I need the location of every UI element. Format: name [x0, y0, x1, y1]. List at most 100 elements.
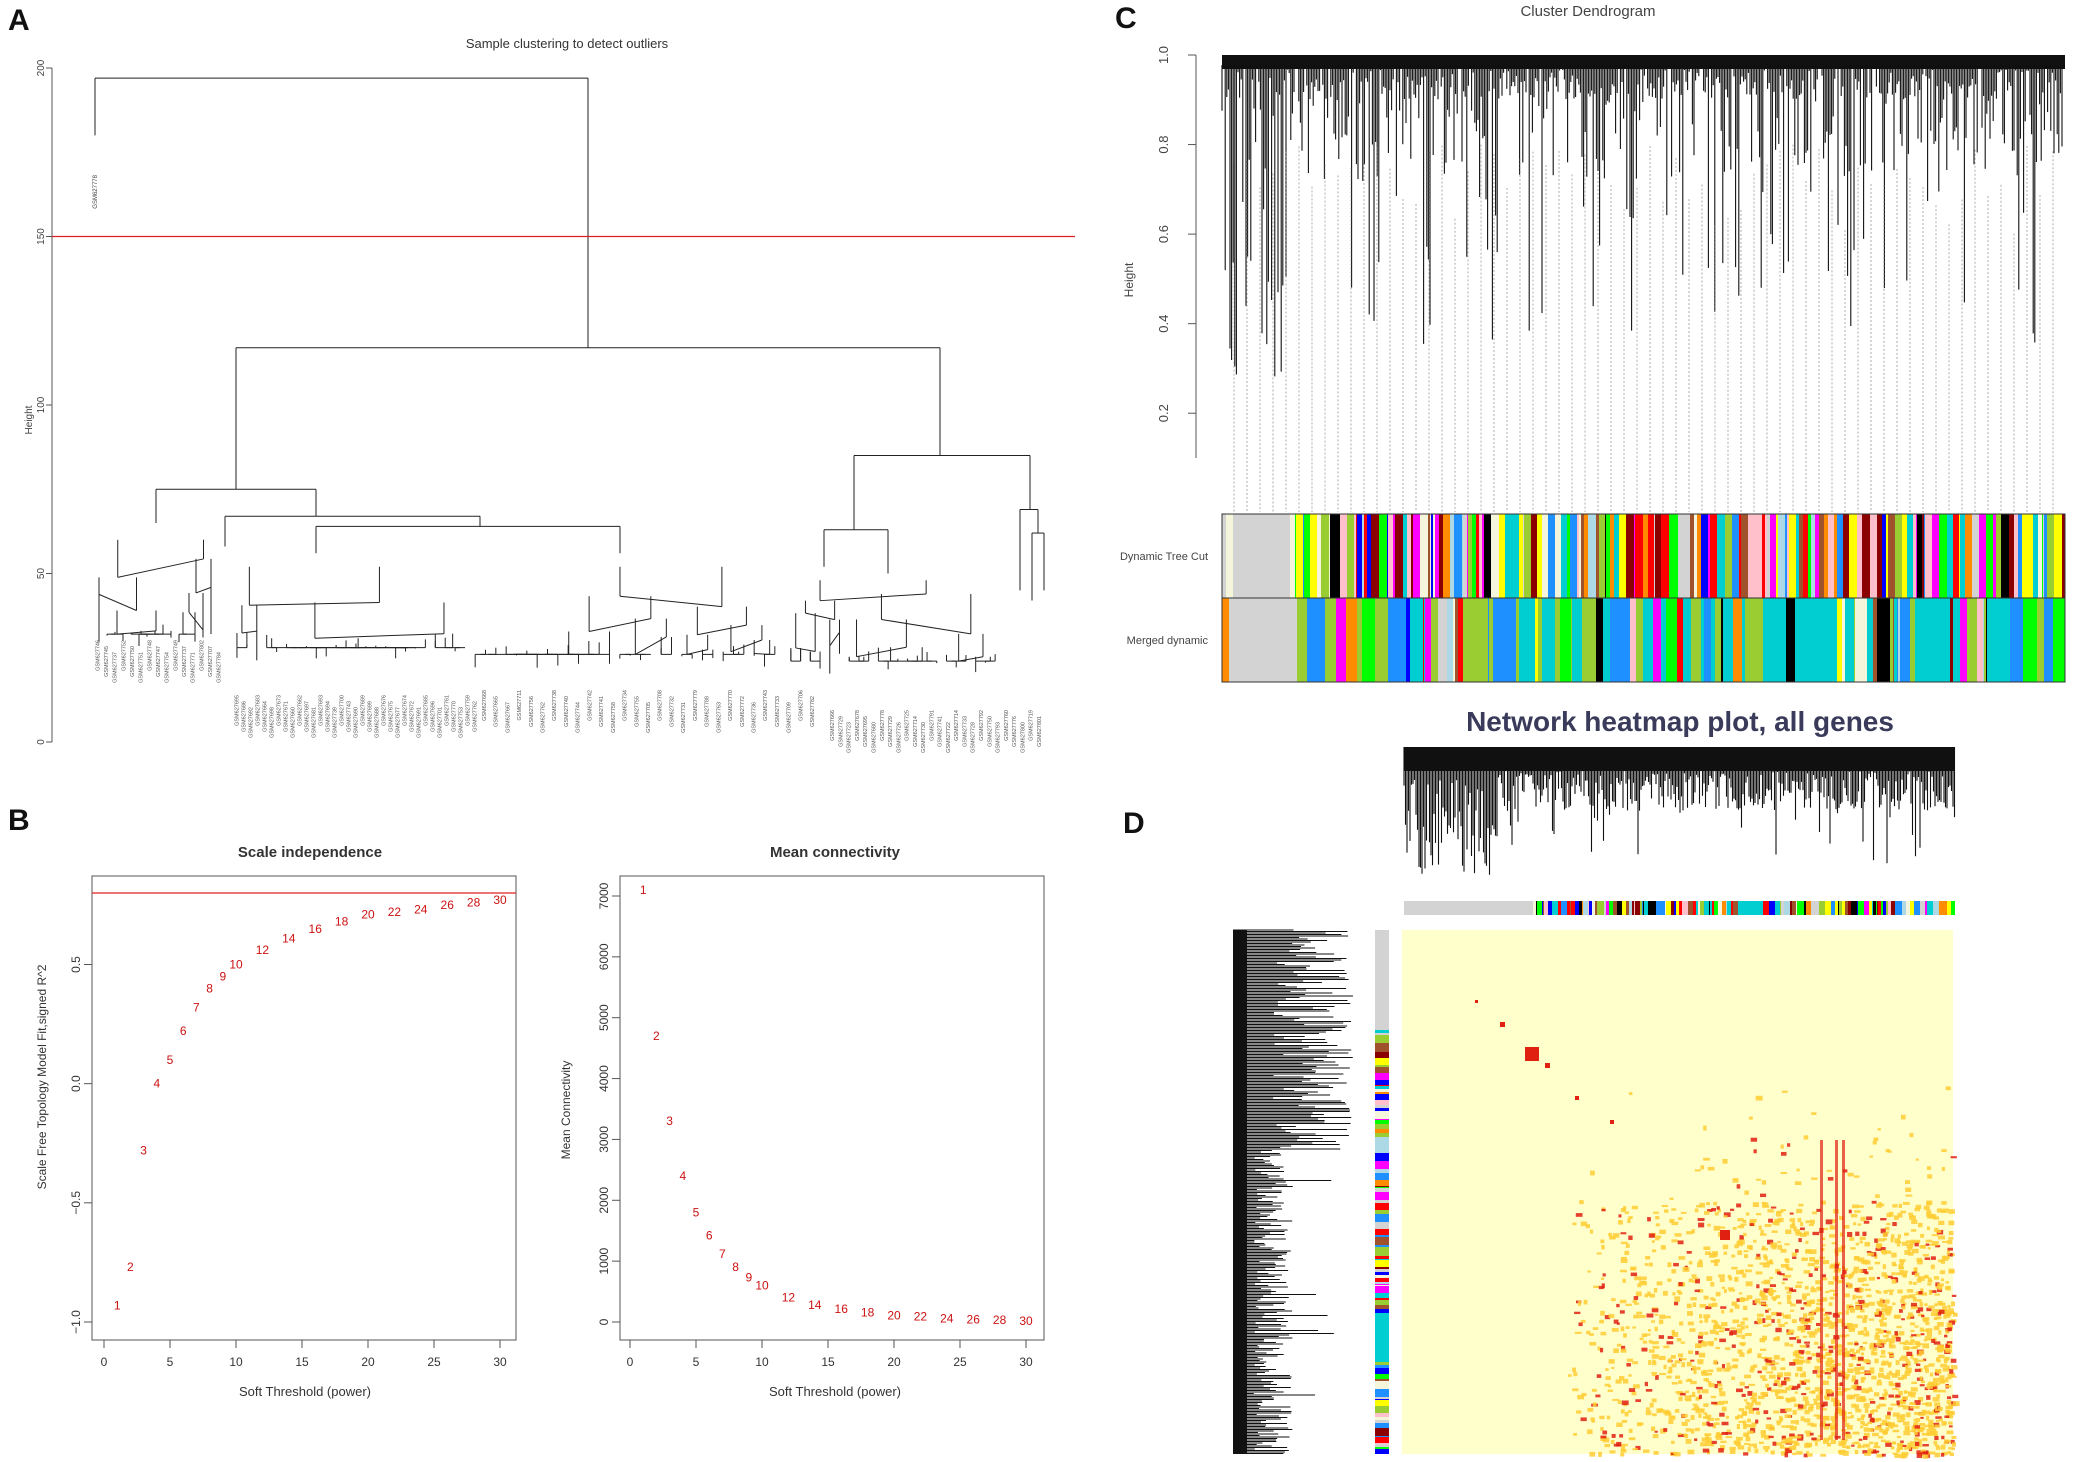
panel-c-color-band [1715, 598, 1721, 682]
panel-d-heat-cell [1922, 1358, 1927, 1362]
panel-d-heat-cell [1798, 1349, 1805, 1354]
panel-d-heat-cell [1904, 1295, 1910, 1299]
panel-d-left-band [1375, 1153, 1389, 1159]
panel-d-heat-cell [1768, 1427, 1775, 1431]
panel-d-heat-cell [1860, 1259, 1868, 1264]
panel-a-sample-label: GSM627676 [382, 695, 388, 726]
panel-c-color-band [1290, 514, 1295, 598]
panel-c-color-band [1799, 514, 1803, 598]
panel-d-heat-cell [1765, 1309, 1769, 1313]
panel-d-heat-cell [1832, 1363, 1837, 1369]
panel-d-top-band [1544, 901, 1548, 915]
panel-d-heat-cell [1917, 1313, 1924, 1317]
panel-a-sample-label: GSM627686 [242, 701, 248, 732]
panel-c-color-band [1741, 514, 1748, 598]
panel-d-heat-cell [1928, 1305, 1935, 1309]
panel-d-heat-cell [1867, 1448, 1872, 1451]
panel-d-heat-cell [1703, 1125, 1707, 1131]
panel-d-heat-cell [1703, 1246, 1711, 1250]
panel-d-heat-cell [1616, 1441, 1622, 1447]
panel-d-heat-cell [1635, 1291, 1642, 1297]
panel-d-heat-cell [1933, 1440, 1938, 1445]
panel-d-heat-cell [1739, 1297, 1745, 1303]
panel-b1-frame [91, 875, 517, 1341]
panel-d-heat-cell [1908, 1251, 1914, 1256]
panel-d-heat-cell [1854, 1342, 1859, 1346]
panel-d-heat-cell [1826, 1169, 1833, 1172]
panel-d-heat-cell [1627, 1410, 1632, 1413]
panel-d-heat-cell [1948, 1269, 1955, 1274]
panel-d-heat-cell [1743, 1452, 1749, 1456]
panel-d-heat-cell [1847, 1368, 1854, 1374]
panel-d-left-band [1375, 1320, 1389, 1326]
panel-d-heat-cell [1827, 1375, 1832, 1379]
panel-c-color-band [1655, 514, 1661, 598]
panel-d-heat-cell [1737, 1414, 1744, 1419]
panel-c-color-band [1354, 514, 1355, 598]
panel-d-heat-cell [1768, 1435, 1774, 1439]
panel-d-heat-cell [1714, 1212, 1719, 1216]
panel-d-heat-cell [1677, 1240, 1684, 1245]
panel-d-heat-cell [1682, 1414, 1688, 1418]
panel-d-heat-cell [1938, 1287, 1942, 1291]
panel-d-top-band [1693, 901, 1696, 915]
panel-d-heat-cell [1891, 1252, 1897, 1258]
panel-d-heat-cell [1727, 1287, 1734, 1290]
panel-d-hot-spot [1525, 1047, 1539, 1061]
panel-a-sample-label: GSM627681 [312, 707, 318, 738]
panel-d-heat-cell [1941, 1435, 1945, 1440]
panel-d-heat-cell [1716, 1206, 1720, 1210]
panel-d-heat-cell [1811, 1353, 1818, 1357]
panel-a-sample-label: GSM627800 [1020, 722, 1026, 753]
panel-d-heat-cell [1703, 1416, 1710, 1419]
panel-c-color-band [1683, 598, 1691, 682]
panel-a-sample-label: GSM627753 [459, 707, 465, 738]
panel-d-heat-cell [1870, 1410, 1875, 1415]
panel-d-left-band [1375, 1173, 1389, 1180]
panel-d-heat-cell [1608, 1385, 1612, 1388]
panel-d-heat-cell [1619, 1310, 1625, 1314]
panel-d-heat-cell [1816, 1414, 1822, 1420]
panel-d-heat-cell [1729, 1308, 1734, 1313]
panel-c-color-band [1303, 514, 1304, 598]
panel-d-left-band [1375, 1035, 1389, 1043]
panel-d-left-band [1375, 1108, 1389, 1111]
panel-d-heat-cell [1754, 1298, 1761, 1304]
panel-d-top-band [1710, 901, 1712, 915]
panel-d-heat-cell [1830, 1439, 1837, 1444]
panel-d-heat-cell [1599, 1415, 1605, 1420]
panel-d-heat-cell [1921, 1292, 1928, 1296]
panel-c-color-band [1989, 598, 2001, 682]
panel-d-heat-cell [1684, 1395, 1692, 1401]
panel-d-top-band [1920, 901, 1925, 915]
panel-a-sample-label: GSM627776 [1012, 716, 1018, 747]
panel-d-heat-cell [1612, 1233, 1620, 1238]
panel-d-heat-cell [1923, 1338, 1928, 1342]
panel-d-heat-cell [1846, 1445, 1851, 1449]
panel-d-heat-cell [1638, 1422, 1644, 1425]
panel-d-heat-cell [1821, 1237, 1826, 1241]
panel-d-heat-cell [1576, 1410, 1582, 1414]
panel-d-heat-cell [1941, 1201, 1947, 1205]
panel-d-heat-cell [1945, 1344, 1950, 1348]
panel-a-sample-label: GSM627737 [182, 646, 188, 677]
panel-d-heat-cell [1851, 1271, 1855, 1276]
panel-d-heat-cell [1604, 1315, 1611, 1320]
panel-d-left-band [1375, 932, 1389, 935]
panel-d-heat-cell [1885, 1427, 1890, 1431]
panel-d-heat-cell [1602, 1430, 1608, 1435]
panel-d-heat-cell [1816, 1394, 1821, 1399]
panel-d-heat-cell [1900, 1414, 1906, 1418]
panel-d-heat-cell [1707, 1166, 1715, 1171]
panel-d-heat-cell [1811, 1112, 1817, 1115]
panel-d-heat-cell [1874, 1314, 1881, 1317]
panel-d-heat-cell [1731, 1344, 1736, 1348]
panel-c-color-band [1993, 514, 1996, 598]
panel-d-heat-cell [1856, 1287, 1864, 1292]
panel-d-heat-cell [1735, 1416, 1739, 1420]
panel-d-heat-cell [1878, 1311, 1882, 1316]
panel-a-sample-label: GSM627719 [1029, 710, 1035, 741]
panel-d-heat-cell [1706, 1276, 1713, 1281]
panel-d-heat-cell [1648, 1349, 1655, 1353]
